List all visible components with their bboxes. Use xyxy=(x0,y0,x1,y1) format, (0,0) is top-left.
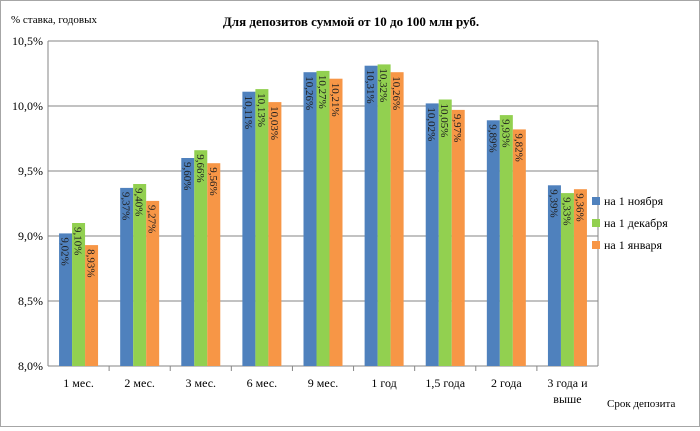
bar xyxy=(512,129,526,366)
data-label: 9,36% xyxy=(573,193,585,221)
bar xyxy=(451,109,465,367)
bar xyxy=(364,65,378,366)
x-tick-label: 3 мес. xyxy=(186,376,217,390)
data-label: 10,11% xyxy=(242,96,254,130)
bar xyxy=(181,158,195,366)
data-label: 9,39% xyxy=(547,189,559,217)
y-tick-label: 9,0% xyxy=(18,229,43,243)
data-label: 9,97% xyxy=(451,114,463,142)
data-label: 9,60% xyxy=(181,162,193,190)
bar xyxy=(146,200,160,366)
data-label: 10,02% xyxy=(425,107,437,141)
bar xyxy=(303,72,317,366)
bar xyxy=(390,72,404,366)
bar xyxy=(560,193,574,366)
x-tick-label: 2 мес. xyxy=(124,376,155,390)
bar xyxy=(242,91,256,366)
x-tick-label: 9 мес. xyxy=(308,376,339,390)
legend-label: на 1 декабря xyxy=(604,216,668,230)
data-label: 10,27% xyxy=(316,75,328,109)
legend-label: на 1 ноября xyxy=(604,194,664,208)
data-label: 9,82% xyxy=(512,133,524,161)
y-tick-label: 9,5% xyxy=(18,164,43,178)
y-tick-label: 10,0% xyxy=(12,99,43,113)
data-label: 9,37% xyxy=(120,192,132,220)
bar xyxy=(207,163,221,366)
x-tick-label: 3 года и xyxy=(547,376,588,390)
chart-title: Для депозитов суммой от 10 до 100 млн ру… xyxy=(223,14,479,29)
bar xyxy=(255,89,269,366)
bar xyxy=(547,185,561,366)
data-label: 9,33% xyxy=(560,197,572,225)
x-tick-label: выше xyxy=(553,392,581,406)
data-label: 9,89% xyxy=(486,124,498,152)
data-label: 10,32% xyxy=(377,68,389,102)
data-label: 8,93% xyxy=(85,249,97,277)
y-tick-label: 8,0% xyxy=(18,359,43,373)
legend-label: на 1 января xyxy=(604,238,663,252)
bar xyxy=(573,189,587,366)
data-label: 9,10% xyxy=(72,227,84,255)
bar xyxy=(499,115,513,366)
data-label: 9,93% xyxy=(499,119,511,147)
bar xyxy=(438,99,452,366)
bar xyxy=(329,78,343,366)
data-label: 10,05% xyxy=(438,104,450,138)
x-tick-label: 1 год xyxy=(371,376,396,390)
y-tick-label: 8,5% xyxy=(18,294,43,308)
bar xyxy=(316,70,330,367)
bar xyxy=(268,102,282,366)
data-label: 9,27% xyxy=(146,205,158,233)
data-label: 9,66% xyxy=(194,154,206,182)
data-label: 10,13% xyxy=(255,93,267,127)
data-label: 10,26% xyxy=(390,76,402,110)
data-label: 9,02% xyxy=(59,237,71,265)
data-label: 10,21% xyxy=(329,83,341,117)
data-label: 9,40% xyxy=(133,188,145,216)
x-tick-label: 1 мес. xyxy=(63,376,94,390)
x-tick-label: 6 мес. xyxy=(247,376,278,390)
y-axis-title: % ставка, годовых xyxy=(11,14,97,26)
bar xyxy=(486,120,500,366)
data-label: 10,31% xyxy=(364,70,376,104)
x-tick-label: 2 года xyxy=(491,376,522,390)
legend-swatch xyxy=(592,197,600,205)
bar xyxy=(59,233,73,366)
data-label: 9,56% xyxy=(207,167,219,195)
legend-swatch xyxy=(592,219,600,227)
bar xyxy=(85,245,99,366)
bar xyxy=(425,103,439,367)
bar xyxy=(194,150,208,366)
bar xyxy=(133,184,147,366)
data-label: 10,03% xyxy=(268,106,280,140)
bar xyxy=(120,187,134,366)
legend-swatch xyxy=(592,241,600,249)
x-tick-label: 1,5 года xyxy=(425,376,465,390)
bar xyxy=(72,223,86,366)
x-axis-title: Срок депозита xyxy=(607,398,675,410)
data-label: 10,26% xyxy=(303,76,315,110)
bar xyxy=(377,64,391,367)
y-tick-label: 10,5% xyxy=(12,34,43,48)
